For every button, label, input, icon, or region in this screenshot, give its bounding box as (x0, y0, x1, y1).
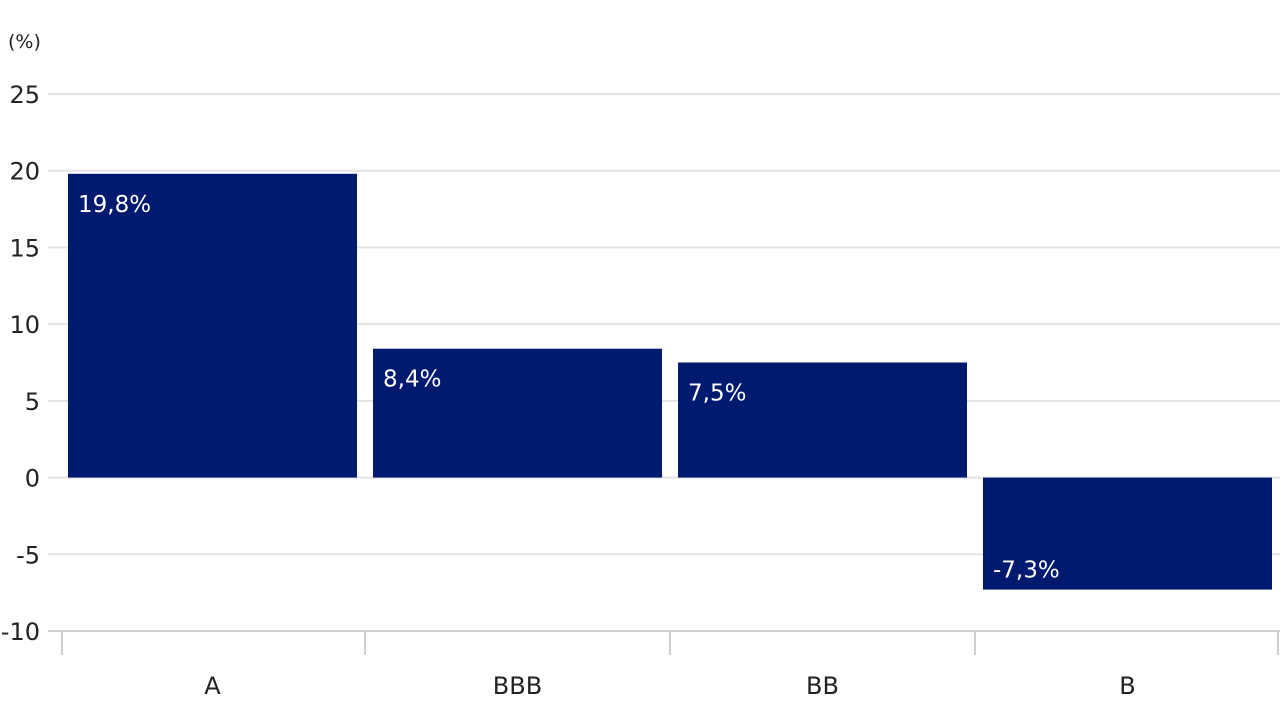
y-axis-unit-label: (%) (8, 31, 41, 53)
y-tick-label: 25 (9, 81, 40, 109)
bars (68, 173, 1272, 590)
y-tick-label: 5 (25, 388, 40, 416)
y-tick-label: 0 (25, 465, 40, 493)
y-tick-label: -5 (16, 541, 40, 569)
bar-bbb (373, 348, 662, 478)
data-label: 19,8% (78, 192, 151, 218)
y-tick-label: -10 (1, 618, 40, 646)
data-label: -7,3% (993, 558, 1060, 584)
x-category-label: BB (806, 672, 839, 700)
data-label: 7,5% (688, 381, 746, 407)
bar-bb (678, 362, 967, 478)
x-axis-category-labels: A BBB BB B (204, 672, 1135, 700)
bar-a (68, 173, 357, 478)
data-labels: 19,8% 8,4% 7,5% -7,3% (78, 192, 1060, 584)
y-tick-label: 20 (9, 158, 40, 186)
x-axis (48, 630, 1280, 655)
y-axis-tick-labels: 25 20 15 10 5 0 -5 -10 (1, 81, 40, 646)
bar-b (983, 477, 1272, 590)
data-label: 8,4% (383, 367, 441, 393)
x-category-label: BBB (493, 672, 542, 700)
y-tick-label: 15 (9, 234, 40, 262)
y-tick-label: 10 (9, 311, 40, 339)
x-category-label: B (1119, 672, 1135, 700)
x-category-label: A (204, 672, 221, 700)
